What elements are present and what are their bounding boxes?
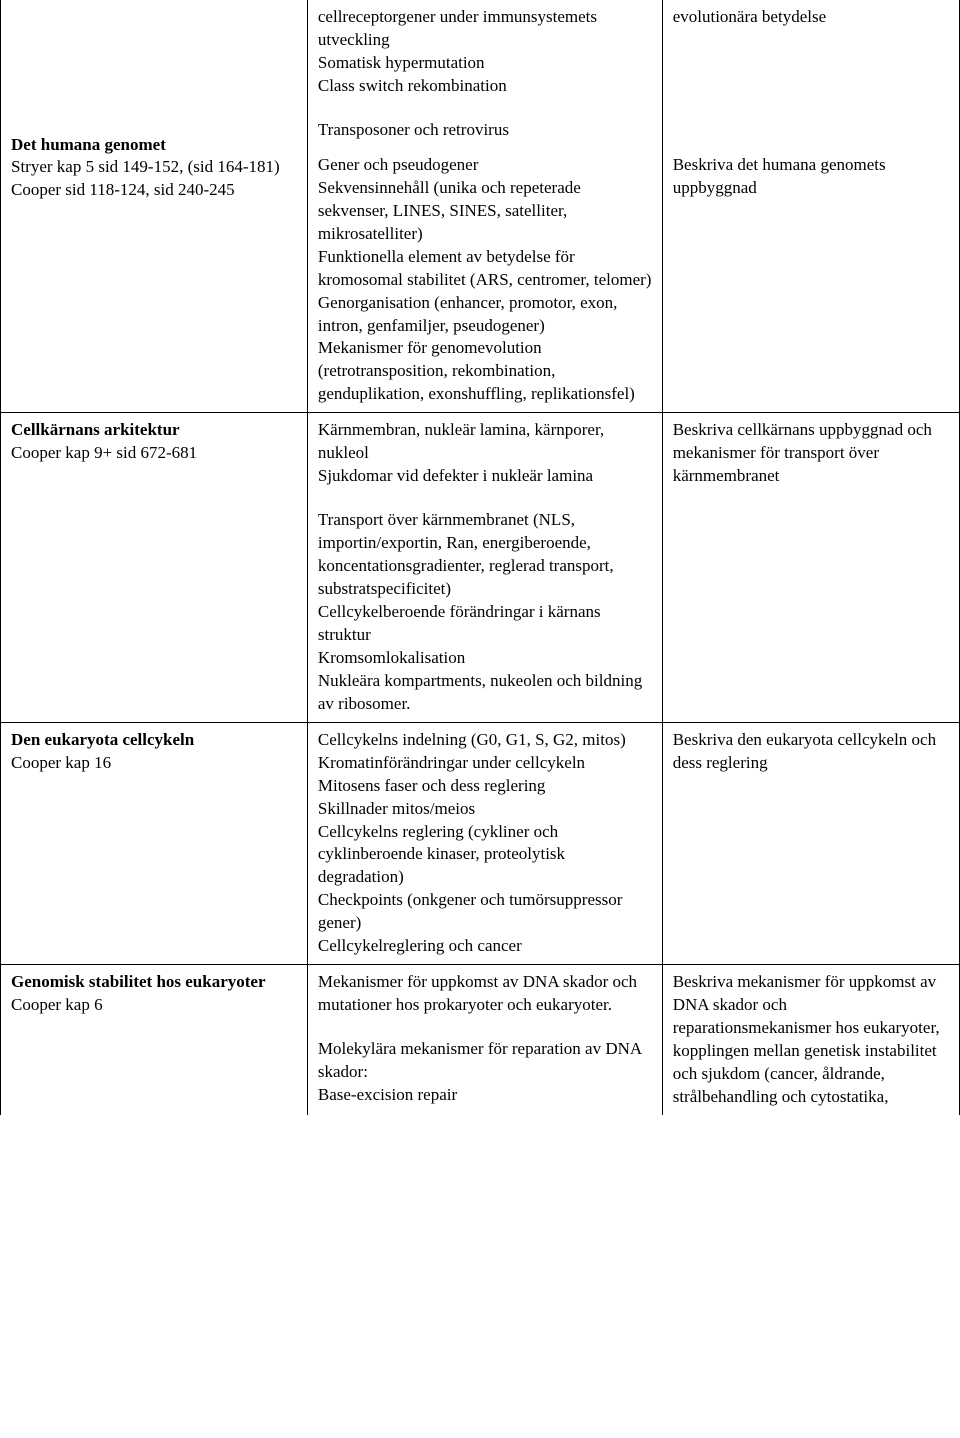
course-content-table: Det humana genomet Stryer kap 5 sid 149-… xyxy=(0,0,960,1115)
goal-text: Beskriva mekanismer för uppkomst av DNA … xyxy=(673,971,949,1109)
content-cell: Gener och pseudogener Sekvensinnehåll (u… xyxy=(307,148,662,413)
content-line: Cellcykelns reglering (cykliner och cykl… xyxy=(318,821,652,890)
content-line: Funktionella element av betydelse för kr… xyxy=(318,246,652,292)
topic-ref: Cooper kap 6 xyxy=(11,994,297,1017)
content-line: Cellcykelns indelning (G0, G1, S, G2, mi… xyxy=(318,729,652,752)
topic-ref: Cooper kap 16 xyxy=(11,752,297,775)
goal-cell: Beskriva cellkärnans uppbyggnad och meka… xyxy=(662,413,959,723)
topic-title: Den eukaryota cellcykeln xyxy=(11,729,297,752)
content-cell: Cellcykelns indelning (G0, G1, S, G2, mi… xyxy=(307,722,662,964)
content-line: Kromsomlokalisation xyxy=(318,647,652,670)
topic-cell: Cellkärnans arkitektur Cooper kap 9+ sid… xyxy=(1,413,308,723)
content-line: Kromatinförändringar under cellcykeln xyxy=(318,752,652,775)
content-line: Cellcykelberoende förändringar i kärnans… xyxy=(318,601,652,647)
content-line: Transposoner och retrovirus xyxy=(318,119,652,142)
topic-cell: Det humana genomet Stryer kap 5 sid 149-… xyxy=(1,0,308,413)
content-line: Cellcykelreglering och cancer xyxy=(318,935,652,958)
content-line: Molekylära mekanismer för reparation av … xyxy=(318,1038,652,1084)
topic-ref: Cooper kap 9+ sid 672-681 xyxy=(11,442,297,465)
content-line: Sjukdomar vid defekter i nukleär lamina xyxy=(318,465,652,488)
table-row: Den eukaryota cellcykeln Cooper kap 16 C… xyxy=(1,722,960,964)
content-line: Class switch rekombination xyxy=(318,75,652,98)
topic-cell: Den eukaryota cellcykeln Cooper kap 16 xyxy=(1,722,308,964)
content-line: Kärnmembran, nukleär lamina, kärnporer, … xyxy=(318,419,652,465)
content-line: Nukleära kompartments, nukeolen och bild… xyxy=(318,670,652,716)
content-cell: Kärnmembran, nukleär lamina, kärnporer, … xyxy=(307,413,662,723)
content-line: Sekvensinnehåll (unika och repeterade se… xyxy=(318,177,652,246)
content-line: Skillnader mitos/meios xyxy=(318,798,652,821)
content-line: Checkpoints (onkgener och tumörsuppresso… xyxy=(318,889,652,935)
table-row: Det humana genomet Stryer kap 5 sid 149-… xyxy=(1,0,960,148)
content-cell: Mekanismer för uppkomst av DNA skador oc… xyxy=(307,965,662,1115)
topic-title: Cellkärnans arkitektur xyxy=(11,419,297,442)
spacer xyxy=(11,6,297,134)
goal-cell-prelude: evolutionära betydelse xyxy=(662,0,959,148)
goal-text: evolutionära betydelse xyxy=(673,6,949,29)
topic-ref: Cooper sid 118-124, sid 240-245 xyxy=(11,179,297,202)
content-line: Mekanismer för uppkomst av DNA skador oc… xyxy=(318,971,652,1017)
topic-title: Det humana genomet xyxy=(11,134,297,157)
topic-ref: Stryer kap 5 sid 149-152, (sid 164-181) xyxy=(11,156,297,179)
content-line: Gener och pseudogener xyxy=(318,154,652,177)
content-line: cellreceptorgener under immunsystemets u… xyxy=(318,6,652,52)
content-line: Mekanismer för genomevolution (retrotran… xyxy=(318,337,652,406)
content-line: Base-excision repair xyxy=(318,1084,652,1107)
content-line: Transport över kärnmembranet (NLS, impor… xyxy=(318,509,652,601)
content-line: Somatisk hypermutation xyxy=(318,52,652,75)
table-row: Cellkärnans arkitektur Cooper kap 9+ sid… xyxy=(1,413,960,723)
content-cell-prelude: cellreceptorgener under immunsystemets u… xyxy=(307,0,662,148)
topic-title: Genomisk stabilitet hos eukaryoter xyxy=(11,971,297,994)
content-line: Genorganisation (enhancer, promotor, exo… xyxy=(318,292,652,338)
goal-text: Beskriva det humana genomets uppbyggnad xyxy=(673,154,949,200)
goal-cell: Beskriva den eukaryota cellcykeln och de… xyxy=(662,722,959,964)
goal-text: Beskriva den eukaryota cellcykeln och de… xyxy=(673,729,949,775)
goal-text: Beskriva cellkärnans uppbyggnad och meka… xyxy=(673,419,949,488)
table-row: Genomisk stabilitet hos eukaryoter Coope… xyxy=(1,965,960,1115)
topic-cell: Genomisk stabilitet hos eukaryoter Coope… xyxy=(1,965,308,1115)
goal-cell: Beskriva mekanismer för uppkomst av DNA … xyxy=(662,965,959,1115)
goal-cell: Beskriva det humana genomets uppbyggnad xyxy=(662,148,959,413)
content-line: Mitosens faser och dess reglering xyxy=(318,775,652,798)
